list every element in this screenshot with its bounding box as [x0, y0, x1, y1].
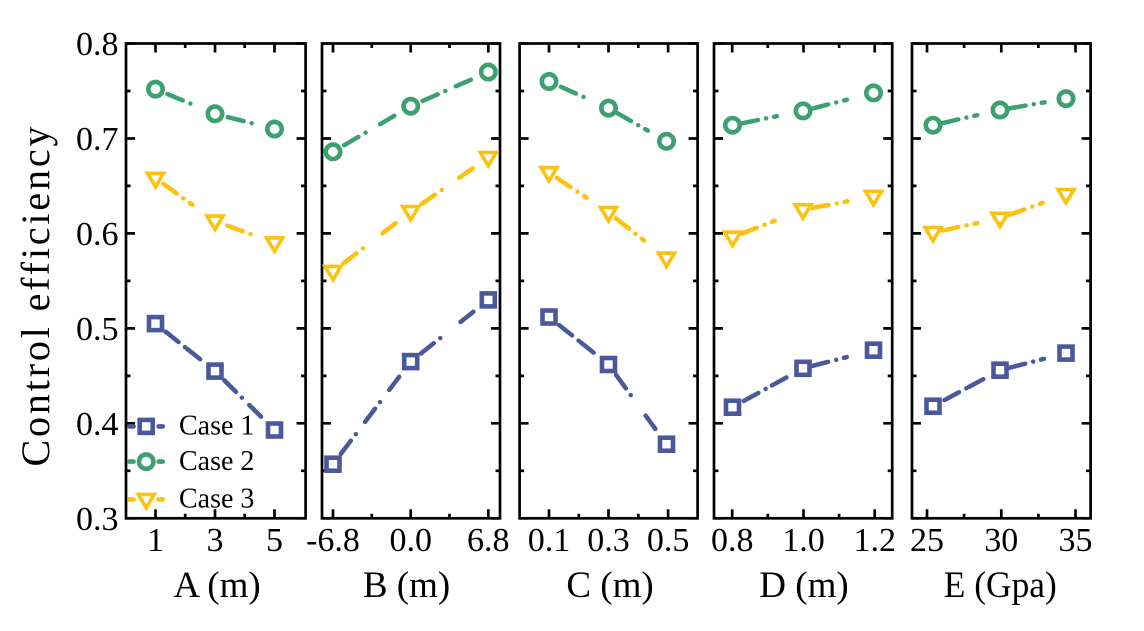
svg-text:5: 5 [266, 522, 283, 559]
svg-text:-6.8: -6.8 [306, 522, 360, 559]
svg-text:30: 30 [984, 522, 1018, 559]
svg-text:25: 25 [910, 522, 944, 559]
svg-text:1: 1 [147, 522, 164, 559]
svg-text:A (m): A (m) [173, 565, 260, 606]
svg-text:0.8: 0.8 [76, 26, 119, 63]
svg-text:0.0: 0.0 [389, 522, 432, 559]
svg-text:1.2: 1.2 [853, 522, 896, 559]
svg-text:0.6: 0.6 [76, 216, 119, 253]
svg-text:Case 1: Case 1 [179, 411, 254, 442]
svg-text:Case 2: Case 2 [179, 446, 254, 477]
svg-text:0.5: 0.5 [76, 311, 119, 348]
svg-text:E (Gpa): E (Gpa) [944, 565, 1057, 606]
svg-text:0.3: 0.3 [587, 522, 630, 559]
svg-text:Control efficiency: Control efficiency [13, 127, 58, 467]
svg-text:0.1: 0.1 [528, 522, 571, 559]
svg-text:6.8: 6.8 [467, 522, 510, 559]
svg-text:C (m): C (m) [566, 565, 653, 606]
svg-text:0.3: 0.3 [76, 501, 119, 538]
svg-text:0.7: 0.7 [76, 121, 119, 158]
svg-text:1.0: 1.0 [782, 522, 825, 559]
svg-text:B (m): B (m) [363, 565, 450, 606]
svg-text:0.5: 0.5 [647, 522, 690, 559]
svg-text:D (m): D (m) [759, 565, 848, 606]
svg-text:35: 35 [1059, 522, 1093, 559]
svg-text:Case 3: Case 3 [179, 484, 254, 515]
svg-text:3: 3 [207, 522, 224, 559]
svg-text:0.4: 0.4 [76, 406, 119, 443]
svg-text:0.8: 0.8 [711, 522, 754, 559]
